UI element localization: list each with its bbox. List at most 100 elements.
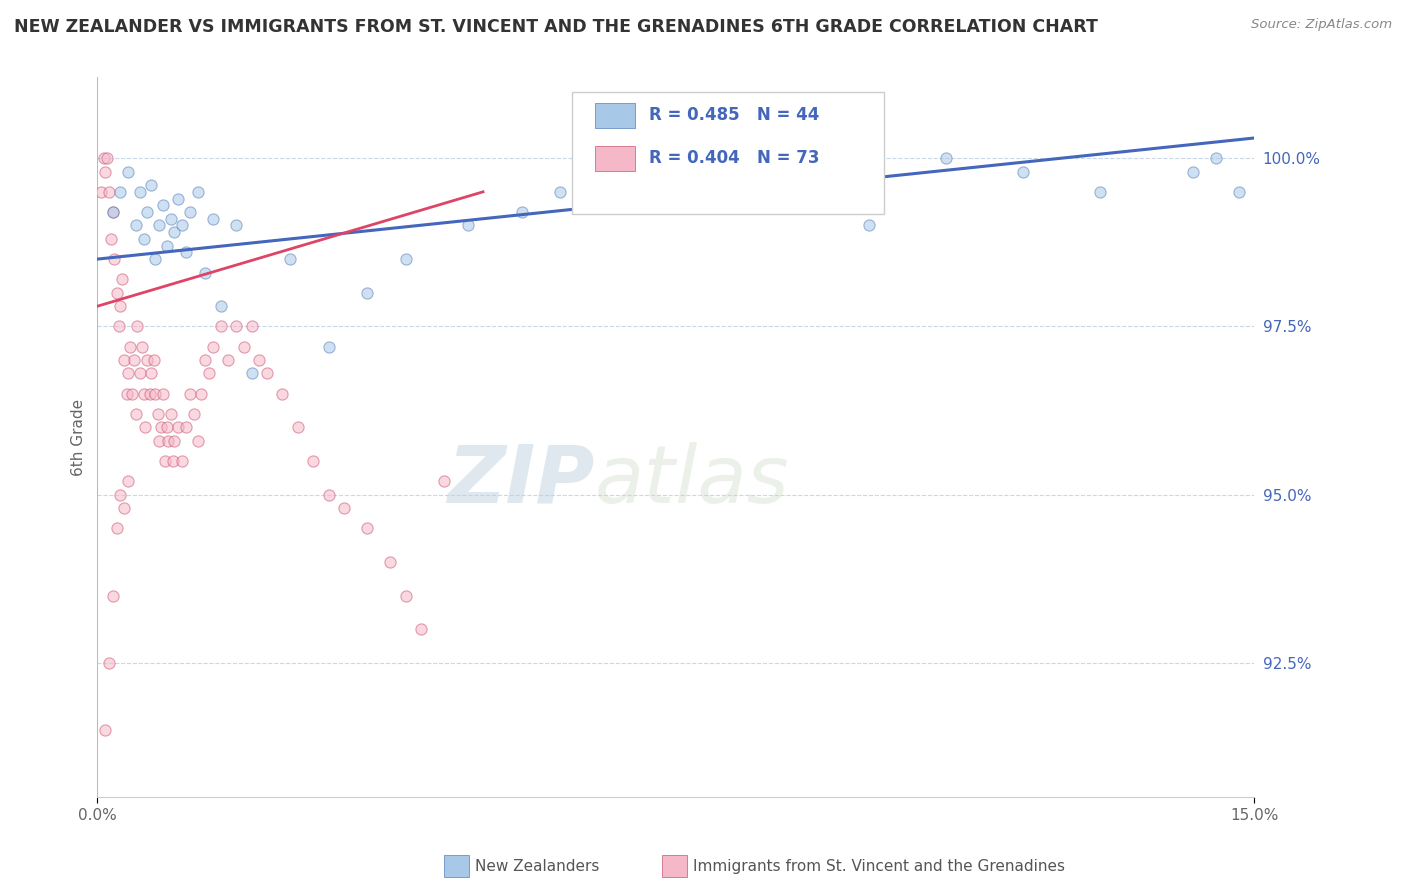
Point: [202, 211, 225, 226]
Point: [101, 205, 124, 219]
Point: [187, 185, 209, 199]
Point: [380, 555, 402, 569]
Point: [152, 386, 174, 401]
Point: [163, 225, 186, 239]
Point: [433, 474, 456, 488]
Point: [318, 340, 340, 354]
Point: [110, 487, 132, 501]
Point: [179, 205, 201, 219]
Point: [128, 367, 150, 381]
Point: [395, 589, 418, 603]
Point: [115, 386, 138, 401]
Point: [100, 232, 122, 246]
Point: [141, 178, 163, 193]
Point: [141, 367, 163, 381]
Point: [157, 434, 180, 448]
Point: [1012, 164, 1035, 178]
Point: [198, 367, 221, 381]
Point: [240, 319, 263, 334]
Point: [97, 656, 120, 670]
Point: [194, 266, 217, 280]
Point: [174, 245, 197, 260]
Point: [356, 521, 378, 535]
Point: [146, 407, 169, 421]
Point: [108, 319, 131, 334]
Point: [548, 185, 571, 199]
Point: [163, 434, 186, 448]
Point: [94, 723, 117, 737]
Point: [218, 353, 240, 368]
Point: [183, 407, 205, 421]
Point: [190, 386, 212, 401]
Point: [1181, 164, 1204, 178]
Point: [143, 386, 166, 401]
Point: [139, 386, 162, 401]
Point: [112, 353, 135, 368]
Point: [1227, 185, 1250, 199]
Point: [124, 353, 146, 368]
Point: [159, 407, 181, 421]
Point: [247, 353, 270, 368]
Point: [131, 340, 153, 354]
Point: [132, 232, 155, 246]
Point: [111, 272, 134, 286]
Point: [818, 185, 841, 199]
Point: [93, 151, 115, 165]
Point: [742, 164, 765, 178]
Point: [143, 252, 166, 266]
Point: [96, 151, 118, 165]
Text: ZIP: ZIP: [447, 442, 595, 520]
Point: [287, 420, 309, 434]
Point: [187, 434, 209, 448]
Point: [136, 205, 159, 219]
Point: [125, 219, 148, 233]
Point: [626, 164, 648, 178]
Point: [97, 185, 120, 199]
Point: [117, 367, 139, 381]
Point: [278, 252, 301, 266]
Point: [1088, 185, 1111, 199]
Text: New Zealanders: New Zealanders: [475, 859, 599, 873]
FancyBboxPatch shape: [572, 92, 884, 214]
Point: [94, 164, 117, 178]
Point: [110, 185, 132, 199]
Bar: [595, 145, 636, 171]
Point: [457, 219, 479, 233]
Point: [136, 353, 159, 368]
Y-axis label: 6th Grade: 6th Grade: [72, 399, 86, 476]
Point: [90, 185, 112, 199]
Point: [103, 252, 125, 266]
Point: [202, 340, 225, 354]
Point: [271, 386, 294, 401]
Point: [302, 454, 325, 468]
Bar: [595, 103, 636, 128]
Text: R = 0.485   N = 44: R = 0.485 N = 44: [650, 106, 820, 124]
Point: [167, 192, 190, 206]
Point: [194, 353, 217, 368]
Point: [209, 299, 232, 313]
Point: [121, 386, 143, 401]
Point: [156, 238, 179, 252]
Point: [858, 219, 880, 233]
Point: [128, 185, 150, 199]
Point: [665, 151, 688, 165]
Text: NEW ZEALANDER VS IMMIGRANTS FROM ST. VINCENT AND THE GRENADINES 6TH GRADE CORREL: NEW ZEALANDER VS IMMIGRANTS FROM ST. VIN…: [14, 18, 1098, 36]
Point: [110, 299, 132, 313]
Point: [333, 501, 356, 516]
Point: [117, 164, 139, 178]
Text: R = 0.404   N = 73: R = 0.404 N = 73: [650, 149, 820, 167]
Text: atlas: atlas: [595, 442, 790, 520]
Point: [134, 420, 156, 434]
Point: [148, 434, 170, 448]
Point: [149, 420, 172, 434]
Text: Immigrants from St. Vincent and the Grenadines: Immigrants from St. Vincent and the Gren…: [693, 859, 1064, 873]
Point: [240, 367, 263, 381]
Point: [125, 407, 148, 421]
Point: [112, 501, 135, 516]
Point: [225, 219, 247, 233]
Point: [155, 454, 177, 468]
Point: [167, 420, 190, 434]
Point: [142, 353, 165, 368]
Point: [510, 205, 533, 219]
Point: [318, 487, 340, 501]
